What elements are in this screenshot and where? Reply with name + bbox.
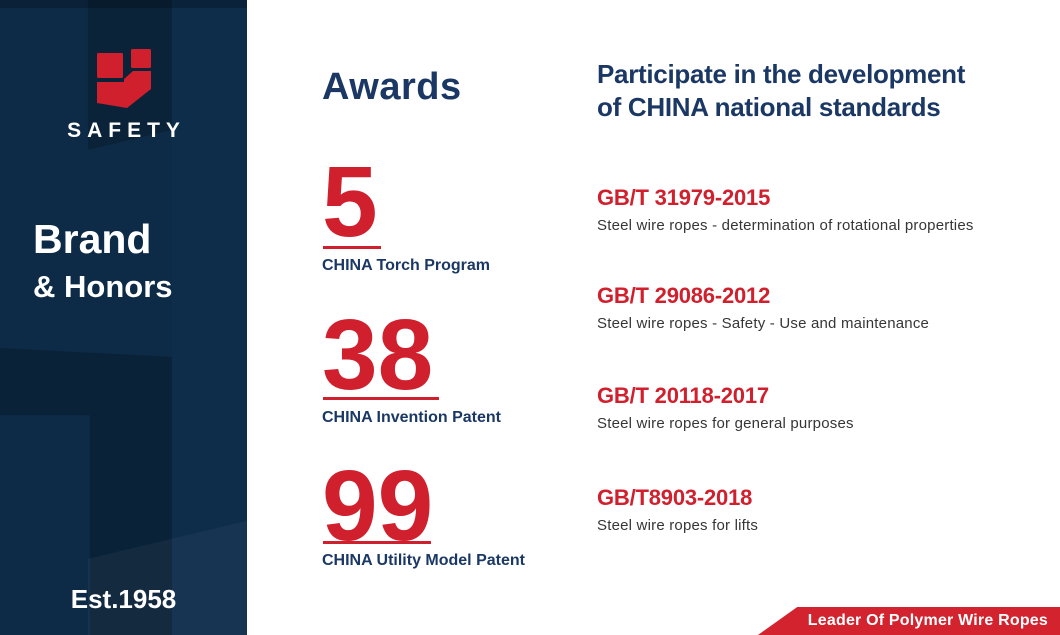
brand-wordmark: SAFETY (67, 119, 186, 142)
award-label-utility-model-patent: CHINA Utility Model Patent (322, 552, 525, 569)
award-label-invention-patent: CHINA Invention Patent (322, 409, 501, 426)
award-count-invention-patent: 38 (322, 299, 434, 411)
standard-description: Steel wire ropes - Safety - Use and main… (597, 315, 930, 332)
ribbon-label: Leader Of Polymer Wire Ropes (807, 612, 1048, 629)
standard-description: Steel wire ropes for general purposes (597, 415, 854, 432)
standard-code: GB/T 20118-2017 (597, 383, 769, 408)
award-count-utility-model-patent: 99 (322, 450, 434, 562)
standard-code: GB/T 31979-2015 (597, 185, 771, 210)
sidebar-decor-right-strip (171, 0, 247, 635)
standards-heading: Participate in the development of CHINA … (597, 58, 965, 124)
awards-heading: Awards (322, 66, 462, 108)
standard-item: GB/T8903-2018 Steel wire ropes for lifts (597, 484, 1037, 534)
standard-item: GB/T 29086-2012 Steel wire ropes - Safet… (597, 282, 1037, 332)
established-label: Est.1958 (70, 584, 177, 614)
award-count-torch-program: 5 (322, 146, 378, 258)
award-underline (323, 246, 381, 249)
award-underline (323, 541, 431, 544)
standard-description: Steel wire ropes for lifts (597, 517, 759, 534)
standard-code: GB/T 29086-2012 (597, 283, 771, 308)
standard-item: GB/T 31979-2015 Steel wire ropes - deter… (597, 184, 1037, 234)
standards-heading-line1: Participate in the development (597, 59, 966, 89)
footer-ribbon: Leader Of Polymer Wire Ropes (758, 607, 1060, 635)
sidebar-decor-top-edge (0, 0, 247, 8)
award-label-torch-program: CHINA Torch Program (322, 257, 491, 274)
sidebar: SAFETY Brand & Honors Est.1958 (0, 0, 247, 635)
page-title-line2: & Honors (33, 269, 173, 304)
page-title-line1: Brand (33, 216, 152, 262)
standard-code: GB/T8903-2018 (597, 485, 753, 510)
safety-logo-icon (95, 49, 153, 109)
award-underline (323, 397, 439, 400)
standard-item: GB/T 20118-2017 Steel wire ropes for gen… (597, 382, 1037, 432)
standards-heading-line2: of CHINA national standards (597, 92, 941, 122)
standard-description: Steel wire ropes - determination of rota… (597, 217, 974, 234)
